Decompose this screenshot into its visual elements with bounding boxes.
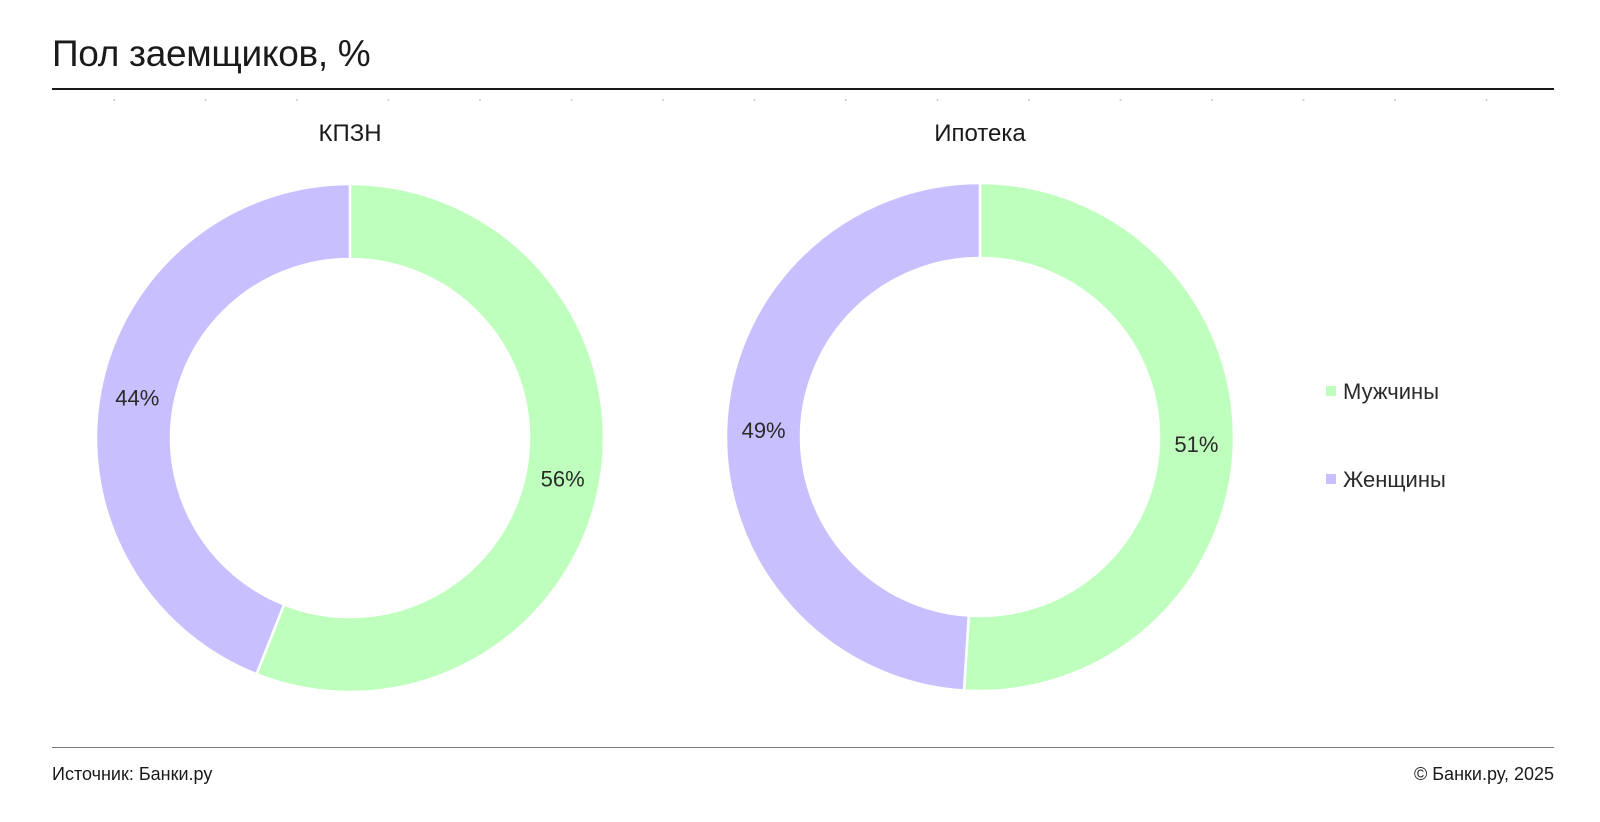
data-label: 56% [541,467,585,492]
donut-slice-women [94,182,352,676]
donut-slice-women [724,181,982,692]
copyright-note: © Банки.ру, 2025 [1413,764,1554,784]
donut-chart-1: КПЗН 56% 44% [94,120,606,694]
grid-dot [204,99,207,101]
donut-chart-2: Ипотека 51% 49% [724,120,1236,693]
grid-dot [296,99,298,101]
chart-title: Ипотека [934,120,1026,147]
grid-dot [753,99,756,101]
data-label: 49% [742,418,786,443]
grid-dot [387,99,390,101]
grid-dot [845,99,847,101]
donut-slice-men [254,182,606,694]
legend-swatch [1326,474,1336,484]
grid-dot [479,99,481,101]
grid-dot [1394,99,1396,101]
grid-dot [1028,99,1030,101]
grid-dot [1485,99,1488,101]
legend-label: Женщины [1343,467,1446,492]
grid-dot [1211,99,1213,101]
legend: Мужчины Женщины [1326,379,1446,492]
legend-swatch [1326,386,1336,396]
footer-divider [52,747,1554,748]
grid-dot [1119,99,1122,101]
data-label: 51% [1174,432,1218,457]
source-note: Источник: Банки.ру [52,764,213,784]
title-divider [52,88,1554,90]
donut-slice-men [962,181,1236,693]
grid-dot [662,99,664,101]
data-label: 44% [115,385,159,410]
page-title: Пол заемщиков, % [52,33,371,74]
grid-dot [570,99,573,101]
chart-title: КПЗН [318,120,381,147]
grid-dot [936,99,939,101]
dotted-gridline [113,99,1488,101]
legend-label: Мужчины [1343,379,1439,404]
grid-dot [113,99,115,101]
grid-dot [1302,99,1305,101]
